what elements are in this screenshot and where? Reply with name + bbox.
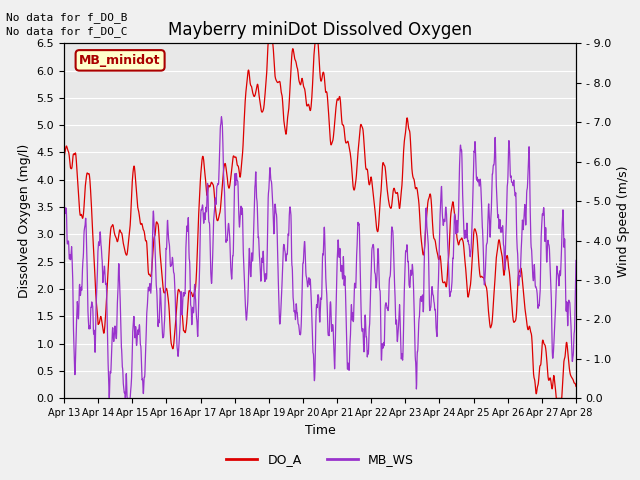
Legend: DO_A, MB_WS: DO_A, MB_WS xyxy=(221,448,419,471)
Y-axis label: Wind Speed (m/s): Wind Speed (m/s) xyxy=(616,165,630,276)
X-axis label: Time: Time xyxy=(305,424,335,437)
Text: No data for f_DO_B: No data for f_DO_B xyxy=(6,12,128,23)
Title: Mayberry miniDot Dissolved Oxygen: Mayberry miniDot Dissolved Oxygen xyxy=(168,21,472,39)
Text: No data for f_DO_C: No data for f_DO_C xyxy=(6,26,128,37)
Text: MB_minidot: MB_minidot xyxy=(79,54,161,67)
Y-axis label: Dissolved Oxygen (mg/l): Dissolved Oxygen (mg/l) xyxy=(18,144,31,298)
